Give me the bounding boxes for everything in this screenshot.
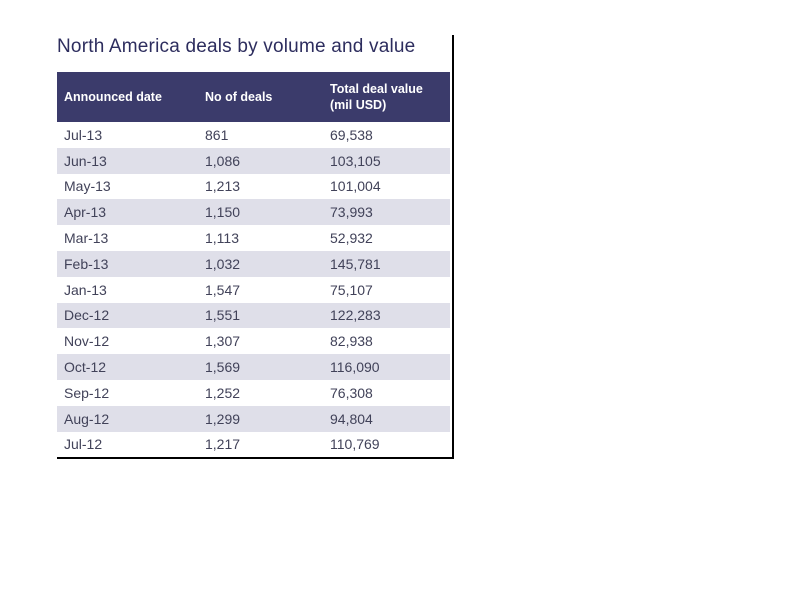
- table-cell: 103,105: [330, 152, 381, 169]
- table-cell: 1,299: [205, 410, 241, 427]
- chart-title: North America deals by volume and value: [57, 36, 416, 57]
- table-cell: Jul-12: [64, 436, 103, 453]
- table-cell: 75,107: [330, 281, 373, 298]
- table-cell: 1,569: [205, 359, 241, 376]
- table-cell: 122,283: [330, 307, 381, 324]
- table-cell: 1,213: [205, 178, 241, 195]
- table-cell: 110,769: [330, 436, 380, 453]
- table-cell: 94,804: [330, 410, 373, 427]
- deals-table: Announced date No of deals Total deal valu…: [57, 72, 450, 458]
- table-cell: 1,551: [205, 307, 241, 324]
- table-cell: 861: [205, 126, 229, 143]
- table-header-row: Announced date No of deals Total deal valu…: [57, 72, 450, 122]
- table-cell: Nov-12: [64, 333, 110, 350]
- table-cell: Mar-13: [64, 230, 109, 247]
- table-cell: Dec-12: [64, 307, 110, 324]
- table-cell: 1,150: [205, 204, 241, 221]
- table-cell: 116,090: [330, 359, 380, 376]
- table-body: Jul-13 861 69,538 Jun-13 1,086 103,105 May-13 1…: [57, 122, 450, 458]
- table-row: Nov-12 1,307 82,938: [57, 328, 450, 355]
- table-cell: Oct-12: [64, 359, 107, 376]
- table-row: May-13 1,213 101,004: [57, 173, 450, 200]
- table-cell: 101,004: [330, 178, 381, 195]
- table-row: Jan-13 1,547 75,107: [57, 276, 450, 303]
- table-row: Aug-12 1,299 94,804: [57, 405, 450, 432]
- table-cell: 1,032: [205, 255, 241, 272]
- table-cell: Jul-13: [64, 126, 103, 143]
- table-cell: 73,993: [330, 204, 373, 221]
- column-header: Announced date: [64, 90, 162, 104]
- table-cell: 1,217: [205, 436, 241, 453]
- table-cell: 1,086: [205, 152, 241, 169]
- table-cell: Aug-12: [64, 410, 110, 427]
- table-cell: Jun-13: [64, 152, 107, 169]
- table-cell: 1,113: [205, 230, 239, 247]
- table-cell: 1,252: [205, 384, 241, 401]
- table-cell: May-13: [64, 178, 111, 195]
- column-header: No of deals: [205, 90, 273, 104]
- table-row: Jun-13 1,086 103,105: [57, 147, 450, 174]
- table-cell: 1,307: [205, 333, 241, 350]
- table-row: Mar-13 1,113 52,932: [57, 225, 450, 251]
- table-row: Dec-12 1,551 122,283: [57, 302, 450, 329]
- table-row: Jul-12 1,217 110,769: [57, 431, 450, 458]
- table-cell: 82,938: [330, 333, 373, 350]
- table-row: Jul-13 861 69,538: [57, 122, 450, 148]
- table-cell: Feb-13: [64, 255, 109, 272]
- table-cell: Sep-12: [64, 384, 110, 401]
- table-cell: 69,538: [330, 126, 373, 143]
- table-cell: Jan-13: [64, 281, 107, 298]
- table-row: Oct-12 1,569 116,090: [57, 354, 450, 380]
- column-header: Total deal value (mil USD): [330, 82, 423, 112]
- table-cell: 1,547: [205, 281, 241, 298]
- table-frame: North America deals by volume and value …: [57, 35, 454, 459]
- table-row: Sep-12 1,252 76,308: [57, 379, 450, 406]
- table-cell: 76,308: [330, 384, 373, 401]
- table-cell: 145,781: [330, 255, 381, 272]
- table-row: Feb-13 1,032 145,781: [57, 250, 450, 277]
- table-cell: Apr-13: [64, 204, 107, 221]
- table-row: Apr-13 1,150 73,993: [57, 199, 450, 226]
- table-cell: 52,932: [330, 230, 373, 247]
